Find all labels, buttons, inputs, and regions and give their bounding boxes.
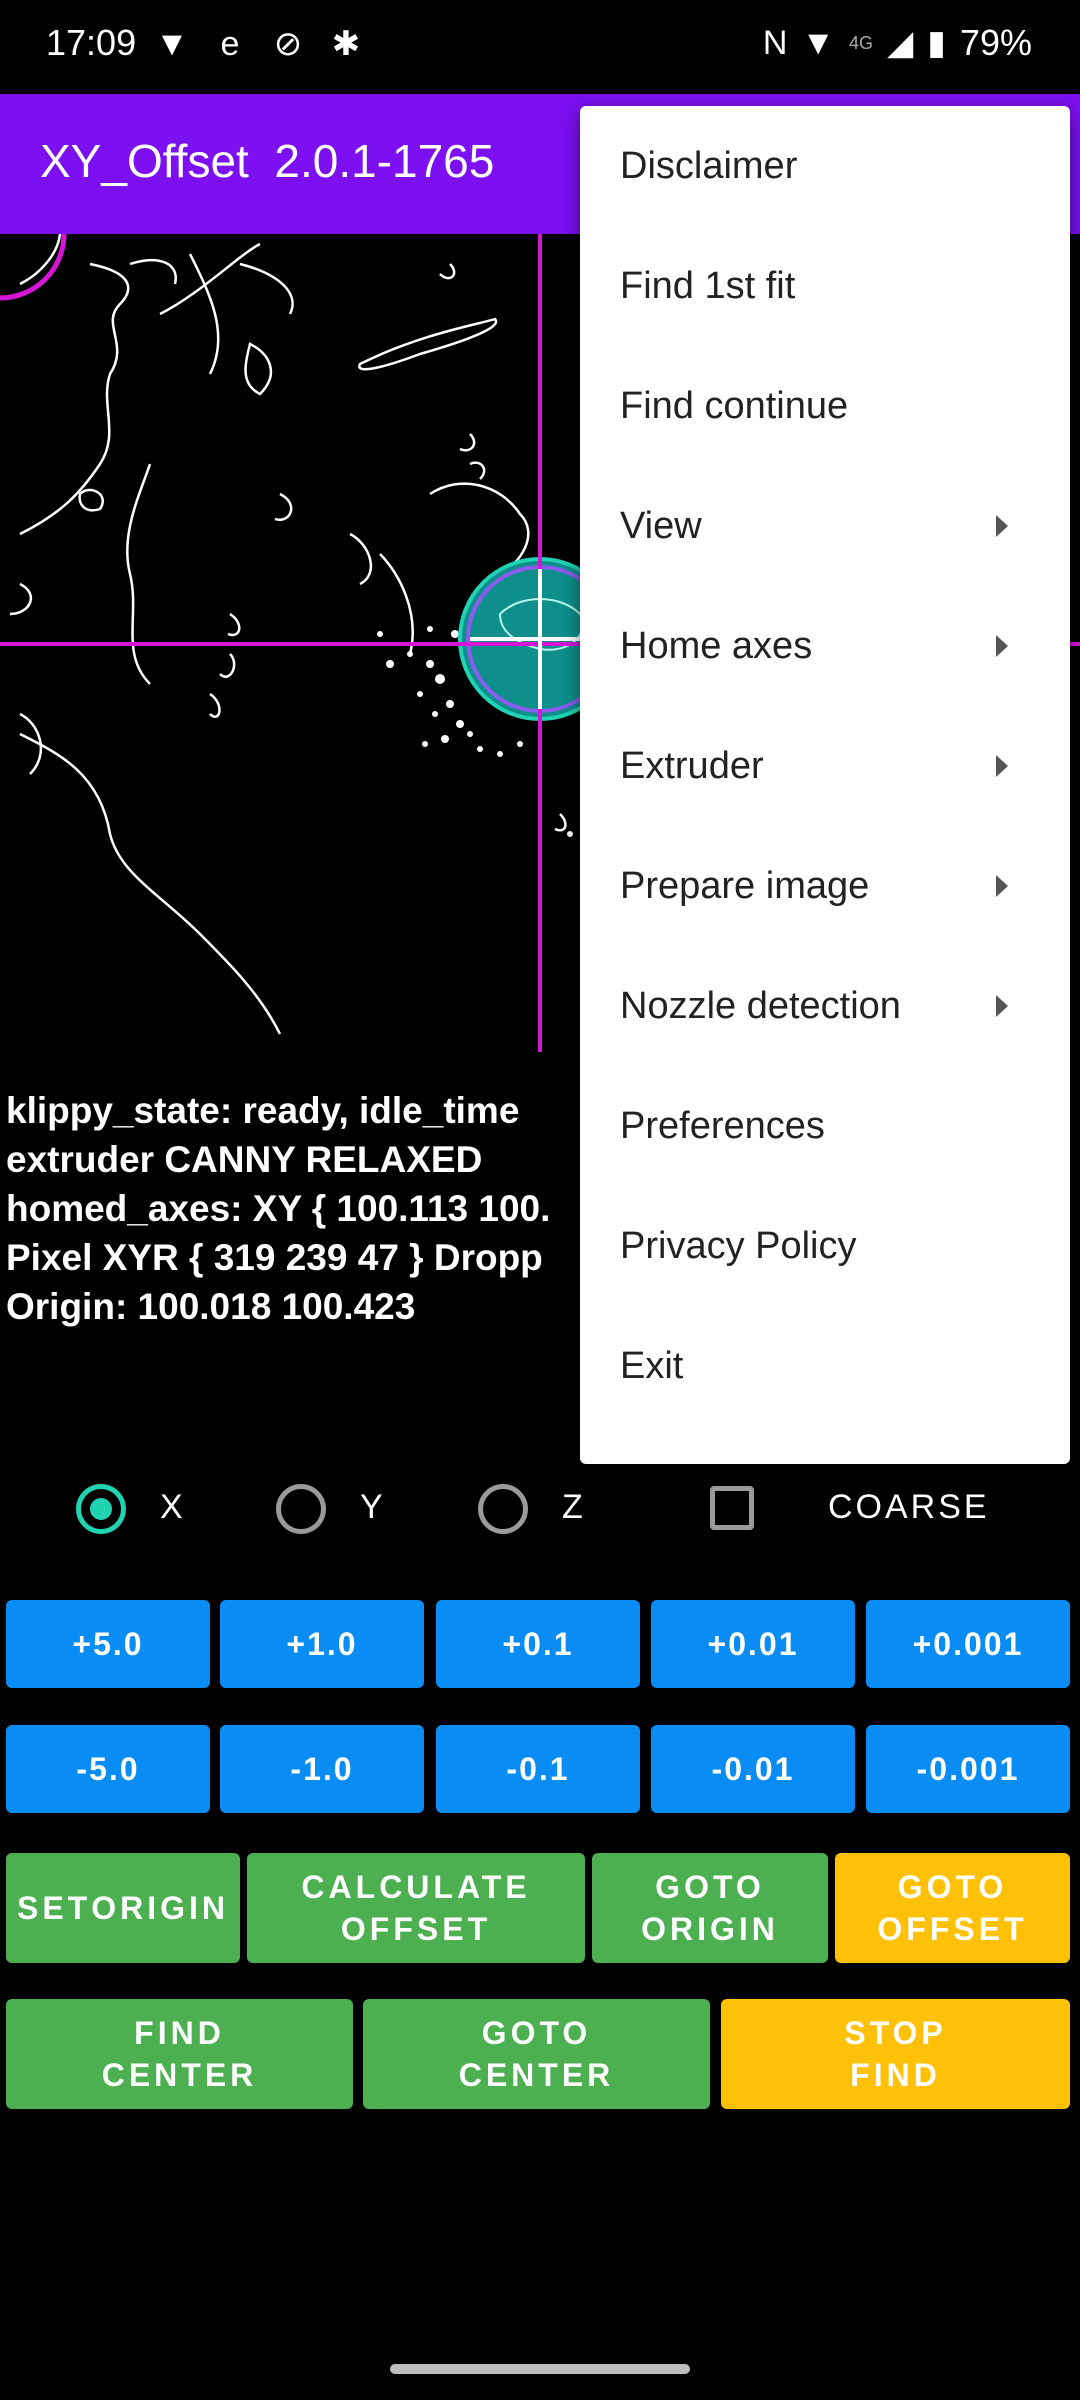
gesture-nav-handle[interactable] <box>390 2364 690 2374</box>
submenu-arrow-icon <box>996 635 1008 657</box>
menu-item-label: Extruder <box>620 744 764 787</box>
system-icons: N ▼ 4G ◢ ▮ 79% <box>763 22 1032 64</box>
menu-item-label: Find 1st fit <box>620 264 796 307</box>
menu-item-label: Find continue <box>620 384 849 427</box>
jog-minus-0-01-button[interactable]: -0.01 <box>651 1725 855 1813</box>
menu-item-view[interactable]: View <box>580 466 1070 586</box>
goto-center-label-1: GOTO <box>481 2015 592 2051</box>
goto-offset-label-2: OFFSET <box>877 1911 1028 1947</box>
network-type: 4G <box>849 32 874 53</box>
radio-y-label[interactable]: Y <box>360 1488 383 1526</box>
vpn-shield-icon: ▼ <box>155 25 189 63</box>
calculate-offset-button[interactable]: CALCULATE OFFSET <box>247 1853 585 1963</box>
status-bar: 17:09 ▼ e ⊘ ✱ N ▼ 4G ◢ ▮ 79% <box>0 0 1080 94</box>
jog-minus-5-button[interactable]: -5.0 <box>6 1725 210 1813</box>
goto-center-button[interactable]: GOTO CENTER <box>363 1999 710 2109</box>
menu-item-label: Prepare image <box>620 864 870 907</box>
notification-icons: ▼ e ⊘ ✱ <box>152 24 366 64</box>
wifi-icon: ▼ <box>801 23 836 62</box>
menu-item-label: Privacy Policy <box>620 1224 857 1267</box>
jog-minus-0-001-button[interactable]: -0.001 <box>866 1725 1070 1813</box>
coarse-checkbox[interactable] <box>710 1486 754 1530</box>
stop-find-label-2: FIND <box>850 2057 941 2093</box>
jog-plus-0-1-button[interactable]: +0.1 <box>436 1600 640 1688</box>
jog-plus-1-button[interactable]: +1.0 <box>220 1600 424 1688</box>
goto-center-label-2: CENTER <box>458 2057 615 2093</box>
menu-item-label: Nozzle detection <box>620 984 901 1027</box>
menu-item-exit[interactable]: Exit <box>580 1306 1070 1426</box>
pixel-xyr-text: Pixel XYR { 319 239 47 } Dropp <box>6 1237 543 1278</box>
radio-z[interactable] <box>478 1484 528 1534</box>
edge-browser-icon: e <box>220 25 240 63</box>
menu-item-label: View <box>620 504 702 547</box>
jog-plus-0-01-button[interactable]: +0.01 <box>651 1600 855 1688</box>
sync-off-icon: ⊘ <box>273 25 303 63</box>
menu-item-privacy-policy[interactable]: Privacy Policy <box>580 1186 1070 1306</box>
submenu-arrow-icon <box>996 875 1008 897</box>
menu-item-disclaimer[interactable]: Disclaimer <box>580 106 1070 226</box>
nfc-icon: N <box>762 23 788 62</box>
battery-level: 79% <box>959 22 1032 63</box>
jog-plus-0-001-button[interactable]: +0.001 <box>866 1600 1070 1688</box>
radio-y[interactable] <box>276 1484 326 1534</box>
submenu-arrow-icon <box>996 995 1008 1017</box>
stop-find-label-1: STOP <box>844 2015 947 2051</box>
radio-x[interactable] <box>76 1484 126 1534</box>
axis-selector: X Y Z COARSE <box>0 1476 1080 1546</box>
status-time: 17:09 <box>46 22 137 63</box>
submenu-arrow-icon <box>996 515 1008 537</box>
goto-origin-button[interactable]: GOTO ORIGIN <box>592 1853 828 1963</box>
menu-item-nozzle-detection[interactable]: Nozzle detection <box>580 946 1070 1066</box>
menu-item-home-axes[interactable]: Home axes <box>580 586 1070 706</box>
klippy-state-text: klippy_state: ready, idle_time <box>6 1090 520 1131</box>
goto-offset-button[interactable]: GOTO OFFSET <box>835 1853 1070 1963</box>
menu-item-label: Preferences <box>620 1104 825 1147</box>
menu-item-label: Disclaimer <box>620 144 798 187</box>
goto-offset-label-1: GOTO <box>897 1869 1008 1905</box>
menu-item-label: Home axes <box>620 624 813 667</box>
menu-item-label: Exit <box>620 1344 684 1387</box>
status-info: klippy_state: ready, idle_time extruder … <box>6 1086 1080 1331</box>
menu-item-prepare-image[interactable]: Prepare image <box>580 826 1070 946</box>
jog-plus-5-button[interactable]: +5.0 <box>6 1600 210 1688</box>
goto-origin-label-1: GOTO <box>655 1869 765 1905</box>
overflow-menu: Disclaimer Find 1st fit Find continue Vi… <box>580 106 1070 1464</box>
calculate-offset-label-2: OFFSET <box>340 1911 492 1947</box>
set-origin-button[interactable]: SET ORIGIN <box>6 1853 240 1963</box>
set-origin-label-2: ORIGIN <box>91 1890 229 1926</box>
menu-item-extruder[interactable]: Extruder <box>580 706 1070 826</box>
menu-item-find-continue[interactable]: Find continue <box>580 346 1070 466</box>
find-center-label-2: CENTER <box>101 2057 258 2093</box>
find-center-button[interactable]: FIND CENTER <box>6 1999 353 2109</box>
submenu-arrow-icon <box>996 755 1008 777</box>
battery-charging-icon: ▮ <box>927 24 946 62</box>
stop-find-button[interactable]: STOP FIND <box>721 1999 1070 2109</box>
walking-icon: ✱ <box>331 25 361 63</box>
jog-minus-0-1-button[interactable]: -0.1 <box>436 1725 640 1813</box>
radio-z-label[interactable]: Z <box>562 1488 583 1526</box>
set-origin-label-1: SET <box>16 1890 92 1926</box>
radio-x-label[interactable]: X <box>160 1488 183 1526</box>
menu-item-find-1st-fit[interactable]: Find 1st fit <box>580 226 1070 346</box>
calculate-offset-label-1: CALCULATE <box>301 1869 531 1905</box>
menu-item-preferences[interactable]: Preferences <box>580 1066 1070 1186</box>
find-center-label-1: FIND <box>134 2015 225 2051</box>
signal-4g-icon: ◢ <box>887 24 914 62</box>
origin-text: Origin: 100.018 100.423 <box>6 1286 416 1327</box>
app-title: XY_Offset 2.0.1-1765 <box>40 135 495 187</box>
homed-axes-text: homed_axes: XY { 100.113 100. <box>6 1188 551 1229</box>
extruder-mode-text: extruder CANNY RELAXED <box>6 1139 483 1180</box>
jog-minus-1-button[interactable]: -1.0 <box>220 1725 424 1813</box>
coarse-label[interactable]: COARSE <box>828 1488 990 1526</box>
goto-origin-label-2: ORIGIN <box>641 1911 779 1947</box>
